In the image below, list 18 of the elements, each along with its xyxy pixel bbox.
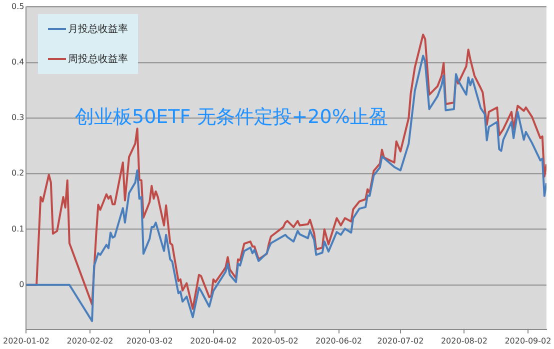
y-tick-label: 0.2 xyxy=(12,168,24,178)
y-tick-label: 0 xyxy=(19,280,24,289)
x-tick-label: 2020-02-02 xyxy=(66,336,114,346)
x-tick-label: 2020-07-02 xyxy=(377,336,424,346)
y-tick-label: 0.4 xyxy=(12,58,24,66)
x-tick-label: 2020-06-02 xyxy=(316,336,362,346)
x-tick-label: 2020-04-02 xyxy=(190,336,237,346)
legend-label: 周投总收益率 xyxy=(68,52,128,66)
text: 创业板50ETF 无条件定投+20%止盈 xyxy=(75,105,388,130)
x-tick-label: 2020-03-02 xyxy=(126,336,173,346)
x-tick-label: 2020-01-02 xyxy=(2,336,50,346)
y-tick-label: 0.5 xyxy=(12,2,24,11)
y-tick-label: 0.3 xyxy=(12,113,24,122)
x-tick-label: 2020-09-02 xyxy=(504,336,552,346)
x-tick-label: 2020-08-02 xyxy=(440,336,488,346)
legend-label: 月投总收益率 xyxy=(68,22,128,36)
y-tick-label: 0.1 xyxy=(12,224,24,234)
x-tick-label: 2020-05-02 xyxy=(252,336,298,346)
